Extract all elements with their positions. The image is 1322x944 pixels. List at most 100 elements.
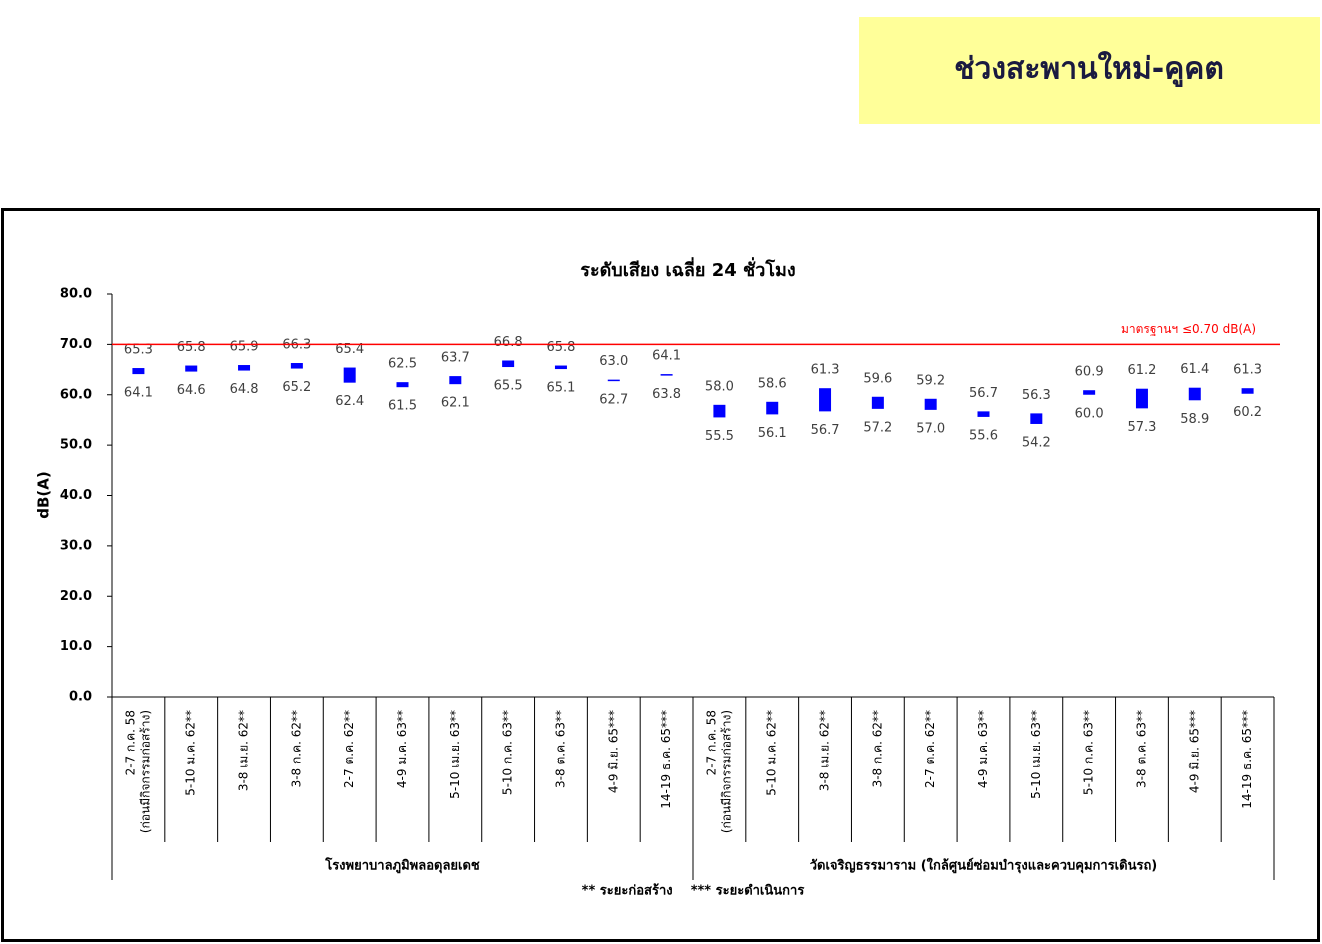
value-label: 57.2	[863, 420, 892, 435]
x-tick-label: 14-19 ธ.ค. 65***	[1240, 710, 1254, 809]
value-label: 61.3	[811, 363, 840, 378]
value-label: 63.7	[441, 351, 470, 366]
value-label: 65.5	[494, 379, 523, 394]
note: ** ระยะก่อสร้าง *** ระยะดำเนินการ	[582, 883, 805, 899]
x-tick-label: (ก่อนมีกิจกรรมก่อสร้าง)	[138, 710, 152, 833]
x-tick-label: 5-10 ก.ค. 63**	[1082, 710, 1096, 795]
x-tick-label: 5-10 ม.ค. 62**	[765, 710, 779, 796]
value-label: 61.4	[1180, 362, 1209, 377]
value-label: 61.5	[388, 399, 417, 414]
reference-label: มาตรฐานฯ ≤0.70 dB(A)	[1121, 322, 1256, 336]
value-label: 58.6	[758, 376, 787, 391]
value-label: 60.2	[1233, 405, 1262, 420]
x-tick-label: 4-9 ม.ค. 63**	[976, 710, 990, 788]
range-bar	[977, 411, 990, 417]
range-bar	[1135, 388, 1148, 409]
x-tick-label: 3-8 ก.ค. 62**	[870, 710, 884, 787]
x-tick-label: 3-8 ก.ค. 62**	[289, 710, 303, 787]
x-tick-label: 5-10 ก.ค. 63**	[501, 710, 515, 795]
value-label: 59.2	[916, 373, 945, 388]
value-label: 64.8	[230, 382, 259, 397]
value-label: 62.4	[335, 394, 364, 409]
range-bar	[1188, 387, 1201, 401]
range-bar	[1030, 413, 1043, 424]
value-label: 63.0	[599, 354, 628, 369]
x-tick-label: 5-10 เม.ย. 63**	[1029, 710, 1043, 799]
x-tick-label: 2-7 ก.ค. 58	[704, 710, 718, 775]
range-bar	[871, 396, 884, 409]
value-label: 65.2	[282, 380, 311, 395]
value-label: 64.1	[124, 386, 153, 401]
x-tick-label: 4-9 มิ.ย. 65***	[1187, 710, 1201, 793]
x-tick-label: 14-19 ธ.ค. 65***	[659, 710, 673, 809]
x-tick-label: 4-9 มิ.ย. 65***	[606, 710, 620, 793]
range-bar	[924, 398, 937, 410]
value-label: 58.0	[705, 379, 734, 394]
y-tick-label: 50.0	[60, 438, 92, 453]
chart-title: ระดับเสียง เฉลี่ย 24 ชั่วโมง	[580, 257, 795, 281]
range-bar	[660, 374, 673, 376]
value-label: 64.1	[652, 349, 681, 364]
range-bar	[607, 379, 620, 382]
value-label: 66.8	[494, 335, 523, 350]
value-label: 56.7	[811, 423, 840, 438]
range-bar	[396, 382, 409, 388]
header-box	[859, 17, 1320, 124]
range-bar	[449, 376, 462, 385]
value-label: 65.1	[546, 381, 575, 396]
range-bar	[713, 404, 726, 418]
y-tick-label: 30.0	[60, 538, 92, 553]
value-label: 60.9	[1075, 365, 1104, 380]
y-tick-label: 70.0	[60, 337, 92, 352]
y-tick-label: 20.0	[60, 589, 92, 604]
range-bar	[185, 365, 198, 372]
range-bar	[554, 365, 567, 370]
x-tick-label: 5-10 เม.ย. 63**	[448, 710, 462, 799]
y-tick-label: 80.0	[60, 287, 92, 302]
value-label: 56.1	[758, 426, 787, 441]
range-bar	[819, 388, 832, 412]
value-label: 61.3	[1233, 363, 1262, 378]
value-label: 55.5	[705, 429, 734, 444]
value-label: 55.6	[969, 428, 998, 443]
x-tick-label: (ก่อนมีกิจกรรมก่อสร้าง)	[719, 710, 733, 833]
x-tick-label: 5-10 ม.ค. 62**	[184, 710, 198, 796]
value-label: 59.6	[863, 371, 892, 386]
x-tick-label: 2-7 ต.ค. 62**	[923, 710, 937, 788]
x-tick-label: 3-8 ต.ค. 63**	[553, 710, 567, 788]
value-label: 65.3	[124, 343, 153, 358]
x-tick-label: 2-7 ก.ค. 58	[123, 710, 137, 775]
value-label: 63.8	[652, 387, 681, 402]
x-tick-label: 2-7 ต.ค. 62**	[342, 710, 356, 788]
value-label: 62.1	[441, 396, 470, 411]
range-bar	[766, 401, 779, 415]
y-axis-label: dB(A)	[35, 471, 53, 519]
y-tick-label: 60.0	[60, 387, 92, 402]
x-tick-label: 4-9 ม.ค. 63**	[395, 710, 409, 788]
value-label: 65.8	[546, 340, 575, 355]
range-bar	[1241, 388, 1254, 394]
value-label: 60.0	[1075, 406, 1104, 421]
value-label: 64.6	[177, 383, 206, 398]
value-label: 65.4	[335, 342, 364, 357]
value-label: 56.7	[969, 386, 998, 401]
value-label: 62.7	[599, 393, 628, 408]
range-bar	[502, 360, 515, 368]
value-label: 62.5	[388, 357, 417, 372]
value-label: 54.2	[1022, 435, 1051, 450]
value-label: 65.8	[177, 340, 206, 355]
x-tick-label: 3-8 เม.ย. 62**	[237, 710, 251, 791]
x-tick-label: 3-8 เม.ย. 62**	[818, 710, 832, 791]
value-label: 57.3	[1127, 420, 1156, 435]
value-label: 61.2	[1127, 363, 1156, 378]
range-bar	[343, 367, 356, 383]
y-tick-label: 0.0	[69, 690, 92, 705]
chart-border	[1, 208, 1320, 942]
range-bar	[238, 365, 251, 371]
range-bar	[290, 363, 303, 369]
value-label: 56.3	[1022, 388, 1051, 403]
header-title: ช่วงสะพานใหม่-คูคต	[954, 51, 1224, 88]
range-bar	[132, 368, 145, 375]
value-label: 65.9	[230, 340, 259, 355]
